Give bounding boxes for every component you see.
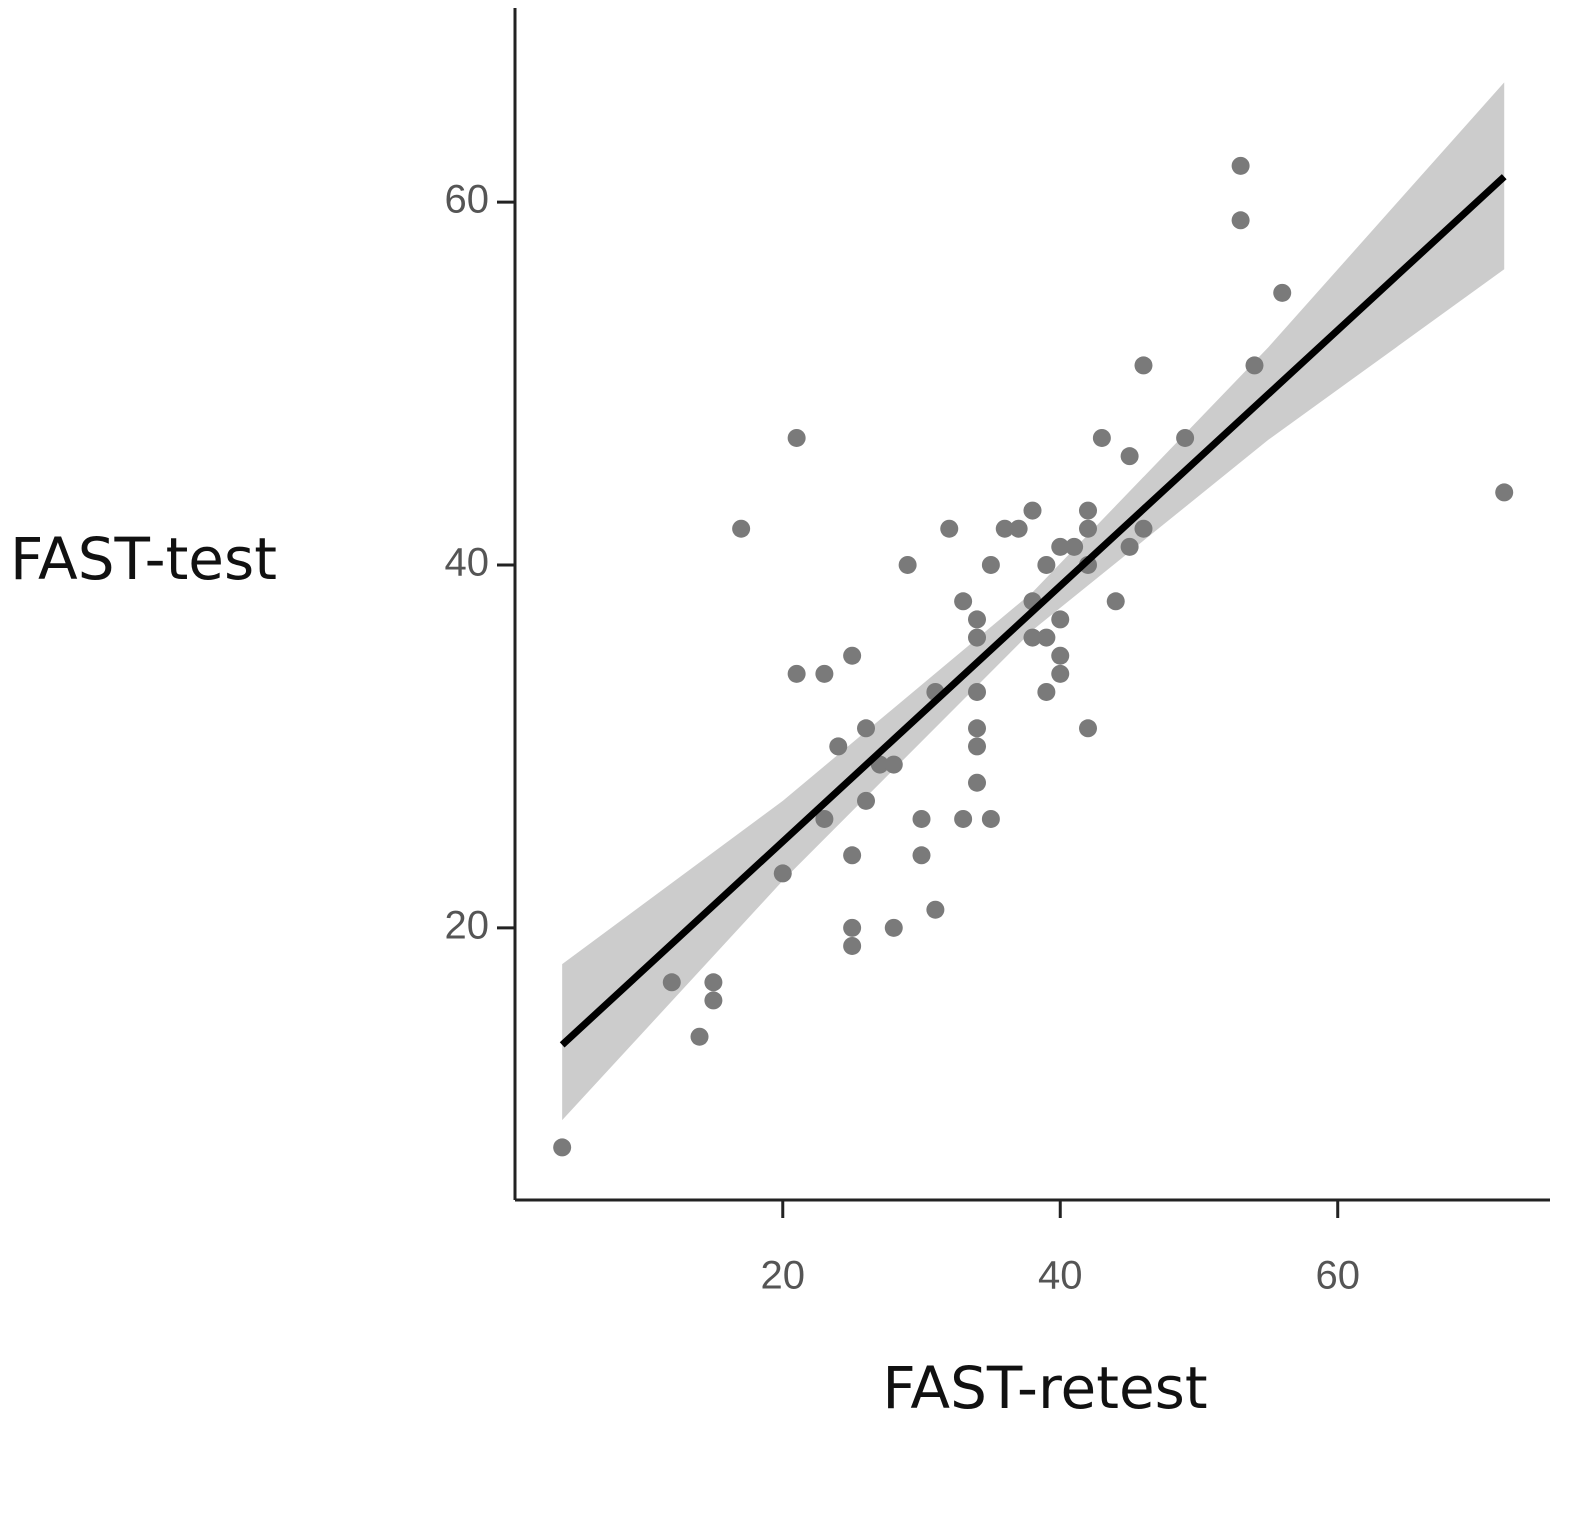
point	[1092, 428, 1111, 447]
point	[857, 719, 876, 738]
point	[981, 555, 1000, 574]
point	[843, 846, 862, 865]
point	[787, 428, 806, 447]
point	[1009, 519, 1028, 538]
point	[1106, 592, 1125, 611]
point	[940, 519, 959, 538]
x-tick-label: 60	[1315, 1254, 1360, 1298]
point	[1037, 555, 1056, 574]
point	[981, 809, 1000, 828]
point	[1037, 682, 1056, 701]
point	[1495, 483, 1514, 502]
point	[926, 900, 945, 919]
point	[968, 610, 987, 629]
point	[1051, 610, 1070, 629]
point	[898, 555, 917, 574]
point	[1051, 664, 1070, 683]
point	[732, 519, 751, 538]
point	[662, 973, 681, 992]
point	[1023, 501, 1042, 520]
point	[968, 682, 987, 701]
point	[857, 791, 876, 810]
point	[1065, 537, 1084, 556]
fit-line	[559, 174, 1507, 1048]
point	[1051, 646, 1070, 665]
point	[1078, 719, 1097, 738]
point	[954, 592, 973, 611]
y-tick-label: 20	[445, 903, 490, 947]
point	[787, 664, 806, 683]
point	[884, 918, 903, 937]
point	[773, 864, 792, 883]
point	[843, 646, 862, 665]
y-tick-label: 60	[445, 178, 490, 222]
point	[815, 809, 834, 828]
point	[815, 664, 834, 683]
point	[912, 809, 931, 828]
point	[968, 773, 987, 792]
point	[843, 936, 862, 955]
y-tick-label: 40	[445, 541, 490, 585]
x-tick-label: 20	[761, 1254, 806, 1298]
point	[843, 918, 862, 937]
point	[912, 846, 931, 865]
point	[968, 628, 987, 647]
y-axis-title: FAST-test	[10, 525, 277, 593]
point	[1134, 519, 1153, 538]
point	[704, 991, 723, 1010]
point	[1051, 537, 1070, 556]
point	[884, 755, 903, 774]
point	[1120, 447, 1139, 466]
point	[968, 719, 987, 738]
point	[1245, 356, 1264, 375]
point	[968, 737, 987, 756]
point	[1176, 428, 1195, 447]
point	[690, 1027, 709, 1046]
point	[829, 737, 848, 756]
point	[553, 1138, 572, 1157]
point	[704, 973, 723, 992]
point	[1231, 211, 1250, 230]
point	[954, 809, 973, 828]
point	[1023, 628, 1042, 647]
point	[1078, 519, 1097, 538]
point	[1231, 156, 1250, 175]
point	[1037, 628, 1056, 647]
point	[1120, 537, 1139, 556]
x-tick-label: 40	[1038, 1254, 1083, 1298]
x-axis-title: FAST-retest	[882, 1354, 1207, 1422]
point	[1273, 283, 1292, 302]
point	[995, 519, 1014, 538]
point	[1134, 356, 1153, 375]
point	[1078, 501, 1097, 520]
